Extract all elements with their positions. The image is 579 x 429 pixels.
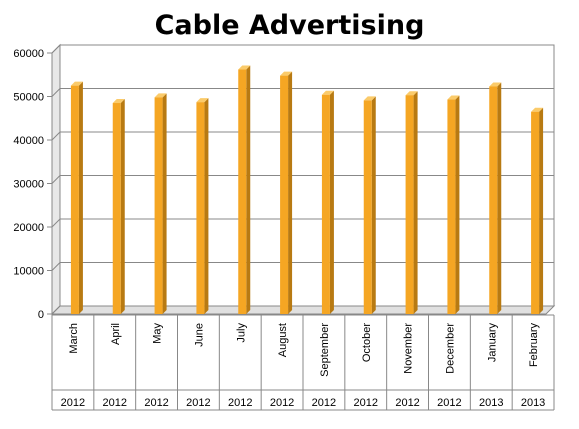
bar-front	[112, 103, 121, 315]
bar-side	[162, 93, 167, 315]
x-axis-table: March 2012 April 2012 May 2012 June 2012 July 201…	[51, 314, 555, 411]
bar	[154, 93, 167, 315]
x-tick-label: January	[486, 323, 498, 363]
bar-top	[70, 81, 83, 86]
bar-top	[531, 107, 544, 112]
bar-front	[321, 94, 330, 314]
bar-front	[70, 85, 79, 314]
year-label: 2012	[312, 397, 336, 409]
bar-front	[154, 97, 163, 315]
x-tick-label: October	[361, 323, 373, 362]
bar-top	[112, 99, 125, 104]
gridline-side	[51, 44, 61, 54]
year-label: 2012	[61, 397, 85, 409]
x-tick-label: May	[152, 323, 164, 344]
year-label: 2012	[144, 397, 168, 409]
y-tick-label: 30000	[13, 179, 44, 191]
x-tick-label: June	[193, 323, 205, 347]
bar-side	[455, 95, 460, 314]
x-tick-label: December	[444, 323, 456, 374]
bar	[531, 107, 544, 314]
x-tick-label: November	[403, 323, 415, 374]
x-tick-label: February	[528, 323, 540, 368]
gridlines	[47, 44, 554, 315]
bar-top	[238, 65, 251, 70]
bar-front	[280, 75, 289, 315]
y-tick-label: 60000	[13, 48, 44, 60]
bar-top	[363, 96, 376, 101]
bar	[280, 71, 293, 315]
gridline-side	[51, 218, 61, 228]
bar	[489, 82, 502, 315]
bar-top	[489, 82, 502, 87]
bar-front	[489, 86, 498, 315]
x-tick-label: September	[319, 323, 331, 377]
bar	[196, 98, 209, 314]
year-label: 2013	[521, 397, 545, 409]
y-axis: 0 10000 20000 30000 40000 50000 60000	[13, 48, 44, 321]
bar-side	[539, 107, 544, 314]
bar	[112, 99, 125, 315]
bar-side	[371, 96, 376, 314]
bar	[447, 95, 460, 314]
bar-top	[405, 91, 418, 96]
year-label: 2012	[186, 397, 210, 409]
bar-top	[154, 93, 167, 98]
year-label: 2012	[228, 397, 252, 409]
bars	[70, 65, 544, 315]
year-label: 2012	[103, 397, 127, 409]
gridline-side	[51, 262, 61, 271]
bar-side	[413, 91, 418, 314]
bar	[363, 96, 376, 314]
gridline-side	[51, 305, 61, 315]
chart-title: Cable Advertising	[154, 10, 425, 41]
y-tick-label: 20000	[13, 222, 44, 234]
x-tick-label: August	[277, 323, 289, 357]
bar-side	[497, 82, 502, 315]
gridline-side	[51, 88, 61, 97]
year-label: 2012	[270, 397, 294, 409]
x-tick-label: July	[235, 323, 247, 343]
x-tick-label: March	[68, 323, 80, 354]
y-tick-label: 50000	[13, 92, 44, 104]
bar-side	[204, 98, 209, 314]
bar-top	[280, 71, 293, 76]
bar-front	[238, 69, 247, 314]
y-tick-label: 10000	[13, 266, 44, 278]
year-label: 2012	[437, 397, 461, 409]
bar-front	[405, 95, 414, 314]
bar-front	[531, 111, 540, 314]
bar	[70, 81, 83, 314]
x-tick-label: April	[110, 323, 122, 345]
chart-walls	[50, 43, 556, 316]
bar	[405, 91, 418, 314]
year-label: 2013	[479, 397, 503, 409]
bar-top	[447, 95, 460, 100]
bar-side	[288, 71, 293, 315]
bar-front	[196, 102, 205, 314]
bar-front	[447, 99, 456, 314]
y-tick-label: 0	[38, 309, 44, 321]
bar	[238, 65, 251, 314]
bar-top	[321, 90, 334, 95]
bar-top	[196, 98, 209, 103]
gridline-side	[51, 175, 61, 184]
bar-front	[363, 100, 372, 314]
bar-side	[246, 65, 251, 314]
bar-side	[120, 99, 125, 315]
gridline-side	[51, 131, 61, 141]
floor	[50, 305, 556, 315]
year-label: 2012	[395, 397, 419, 409]
bar-side	[329, 90, 334, 314]
y-tick-label: 40000	[13, 135, 44, 147]
bar	[321, 90, 334, 314]
bar-side	[78, 81, 83, 314]
year-label: 2012	[354, 397, 378, 409]
